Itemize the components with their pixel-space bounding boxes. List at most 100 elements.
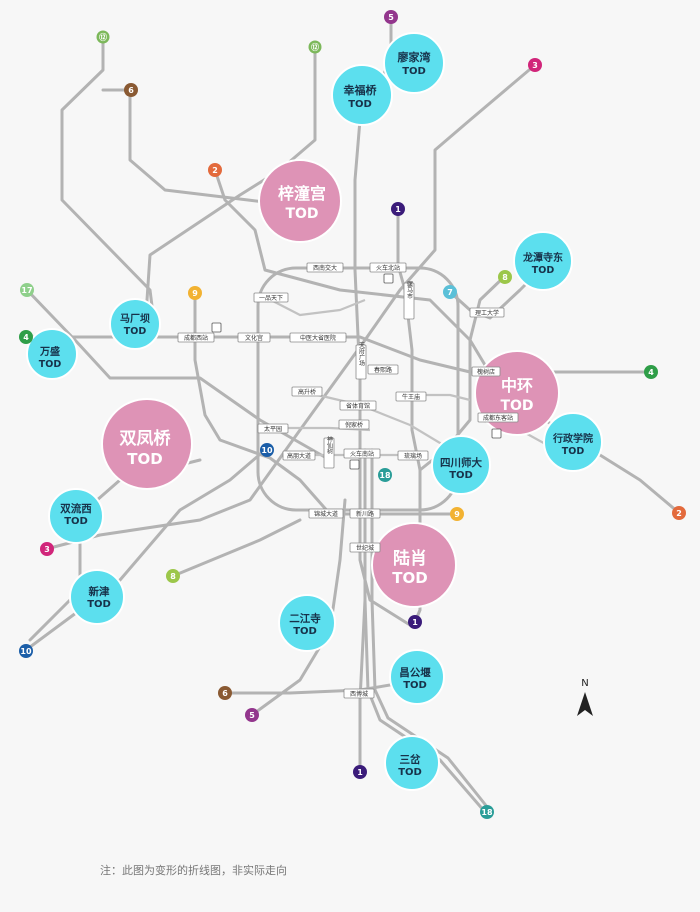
station-tianfuguangchang[interactable]: 天府广场 (355, 342, 367, 380)
tod-liaojiawan[interactable]: 廖家湾 TOD (383, 32, 445, 94)
line-4-badge-2-label: 4 (648, 368, 654, 377)
line-1-badge-2[interactable]: 1 (408, 615, 422, 629)
line-10-badge-2[interactable]: 10 (19, 644, 33, 658)
hub-icons (211, 273, 502, 470)
line-8-badge[interactable]: 8 (498, 270, 512, 284)
tod-shuangfengqiao-tag: TOD (127, 450, 162, 468)
line-9-badge[interactable]: 9 (188, 286, 202, 300)
tod-shuangliuxi-tag: TOD (64, 516, 88, 527)
line-9-badge-2[interactable]: 9 (450, 507, 464, 521)
tod-erjiangsi[interactable]: 二江寺 TOD (278, 594, 336, 652)
line-12-badge-2-label: ⑫ (311, 42, 319, 52)
station-taipingyuan[interactable]: 太平园 (257, 423, 289, 434)
railway-hub-icon (211, 322, 222, 333)
line-2-badge-2[interactable]: 2 (672, 506, 686, 520)
station-shijicheng[interactable]: 世纪城 (349, 542, 381, 553)
line-5-badge-2[interactable]: 5 (245, 708, 259, 722)
tod-changgongyan[interactable]: 昌公堰 TOD (389, 649, 445, 705)
station-chengdudongzhan[interactable]: 成都东客站 (477, 412, 519, 423)
station-huochebeizhan-label: 火车北站 (376, 264, 400, 272)
line-3-badge[interactable]: 3 (528, 58, 542, 72)
tod-shuangliuxi[interactable]: 双流西 TOD (48, 488, 104, 544)
station-niuwangmiao[interactable]: 牛王庙 (395, 391, 427, 402)
tod-shuangliuxi-name: 双流西 (59, 502, 92, 515)
tod-machangba[interactable]: 马厂坝 TOD (109, 298, 161, 350)
line-18-badge[interactable]: 18 (378, 468, 392, 482)
station-xinanjiaoda-label: 西南交大 (313, 264, 337, 272)
station-wenhuagong[interactable]: 文化宫 (237, 332, 271, 343)
tod-shuangfengqiao[interactable]: 双凤桥 TOD (101, 398, 193, 490)
station-labels: 西南交大 火车北站 一品天下 成都西站 文化宫 中医大省医院 理工大学 槐树店 … (177, 262, 519, 699)
station-zhongyidasheng[interactable]: 中医大省医院 (289, 332, 347, 343)
line-4-badge-label: 4 (23, 333, 29, 342)
station-shengtiyu[interactable]: 省体育馆 (339, 400, 377, 411)
line-3-badge-2[interactable]: 3 (40, 542, 54, 556)
line-8-badge-label: 8 (502, 273, 508, 282)
line-4-badge-2[interactable]: 4 (644, 365, 658, 379)
station-nijiaqiao-label: 倪家桥 (345, 421, 363, 429)
tod-xingfuqiao-name: 幸福桥 (344, 83, 378, 97)
inner-connector-a (264, 296, 366, 317)
tod-zitonggong[interactable]: 梓潼宫 TOD (258, 159, 342, 243)
station-huochenanzhan-label: 火车南站 (350, 450, 374, 458)
tod-xinjin-name: 新津 (89, 585, 110, 598)
station-huochenanzhan[interactable]: 火车南站 (343, 448, 381, 459)
station-shenxianshu-label: 神仙树 (326, 435, 333, 455)
station-xibocheng[interactable]: 西博城 (343, 688, 375, 699)
line-10-badge[interactable]: 10 (260, 443, 274, 457)
line-17-badge[interactable]: 17 (20, 283, 34, 297)
tod-longtansidong[interactable]: 龙潭寺东 TOD (513, 231, 573, 291)
station-xiangjiang[interactable]: 琉璃场 (397, 450, 429, 461)
station-shenxianshu[interactable]: 神仙树 (323, 435, 335, 469)
line-1-badge-3[interactable]: 1 (353, 765, 367, 779)
line-1b-route (358, 598, 367, 774)
line-18-badge-2[interactable]: 18 (480, 805, 494, 819)
station-nijiaqiao[interactable]: 倪家桥 (338, 419, 370, 430)
line-5-badge[interactable]: 5 (384, 10, 398, 24)
station-gaopengdadao[interactable]: 高朋大道 (282, 450, 316, 461)
tod-sichuanshida[interactable]: 四川师大 TOD (431, 435, 491, 495)
station-lihuaqiao[interactable]: 槐树店 (471, 366, 501, 377)
line-12b-route (143, 45, 317, 332)
station-chengdouxizhan[interactable]: 成都西站 (177, 332, 215, 343)
station-yipintianxia[interactable]: 一品天下 (253, 292, 289, 303)
tod-xingzhengxueyuan[interactable]: 行政学院 TOD (543, 412, 603, 472)
tod-sancha[interactable]: 三岔 TOD (384, 735, 440, 791)
tod-luxiao[interactable]: 陆肖 TOD (371, 522, 457, 608)
station-shengtiyu-label: 省体育馆 (346, 402, 370, 410)
tod-xingfuqiao[interactable]: 幸福桥 TOD (331, 64, 393, 126)
line-4-badge[interactable]: 4 (19, 330, 33, 344)
station-xinhuijiang[interactable]: 新川路 (349, 508, 381, 519)
tod-xinjin[interactable]: 新津 TOD (69, 569, 125, 625)
tod-wansheng[interactable]: 万盛 TOD (26, 328, 78, 380)
line-6-badge-2[interactable]: 6 (218, 686, 232, 700)
tod-machangba-name: 马厂坝 (120, 312, 150, 325)
station-jinchengdadao[interactable]: 锦城大道 (308, 508, 344, 519)
line-6-badge-label: 6 (128, 86, 134, 95)
tod-wansheng-tag: TOD (39, 359, 62, 370)
line-7-badge[interactable]: 7 (443, 285, 457, 299)
tod-wansheng-name: 万盛 (39, 345, 60, 358)
line-12-badge[interactable]: ⑫ (96, 30, 110, 44)
station-ligongdaxue[interactable]: 理工大学 (469, 307, 505, 318)
line-3-badge-2-label: 3 (44, 545, 50, 554)
line-6-badge[interactable]: 6 (124, 83, 138, 97)
line-2-badge[interactable]: 2 (208, 163, 222, 177)
station-chunxilu[interactable]: 春熙路 (367, 364, 399, 375)
line-8-badge-2[interactable]: 8 (166, 569, 180, 583)
line-1-badge[interactable]: 1 (391, 202, 405, 216)
station-lihuaqiao-label: 槐树店 (477, 368, 495, 376)
line-5-badge-label: 5 (388, 13, 394, 22)
tod-luxiao-tag: TOD (392, 569, 427, 587)
line-12-badge-2[interactable]: ⑫ (308, 40, 322, 54)
station-jinlaoda[interactable]: 骡马市 (403, 281, 415, 320)
compass-north-label: N (581, 678, 588, 689)
station-chengdouxizhan-label: 成都西站 (184, 334, 208, 342)
line-9-route (193, 290, 458, 516)
line-2-badge-2-label: 2 (676, 509, 682, 518)
station-huochebeizhan[interactable]: 火车北站 (369, 262, 407, 273)
station-gaoshengqiao[interactable]: 高升桥 (291, 386, 323, 397)
station-xinanjiaoda[interactable]: 西南交大 (306, 262, 344, 273)
line-5-badge-2-label: 5 (249, 711, 255, 720)
tod-shuangfengqiao-name: 双凤桥 (120, 429, 172, 449)
